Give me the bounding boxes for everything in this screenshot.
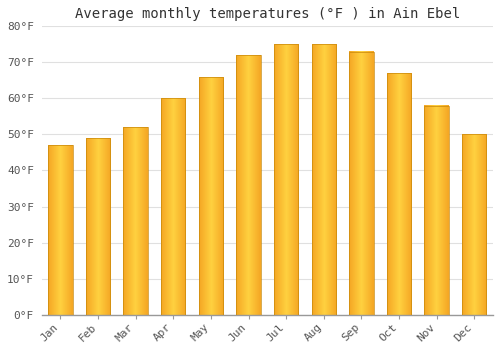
Bar — [198, 77, 223, 315]
Bar — [86, 138, 110, 315]
Bar — [349, 51, 374, 315]
Bar — [124, 127, 148, 315]
Bar — [274, 44, 298, 315]
Bar — [236, 55, 260, 315]
Bar — [48, 145, 72, 315]
Bar — [387, 73, 411, 315]
Bar — [462, 134, 486, 315]
Title: Average monthly temperatures (°F ) in Ain Ebel: Average monthly temperatures (°F ) in Ai… — [74, 7, 460, 21]
Bar — [312, 44, 336, 315]
Bar — [424, 106, 449, 315]
Bar — [161, 98, 186, 315]
